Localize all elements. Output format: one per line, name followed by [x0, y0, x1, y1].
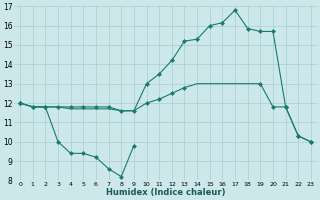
X-axis label: Humidex (Indice chaleur): Humidex (Indice chaleur): [106, 188, 225, 197]
